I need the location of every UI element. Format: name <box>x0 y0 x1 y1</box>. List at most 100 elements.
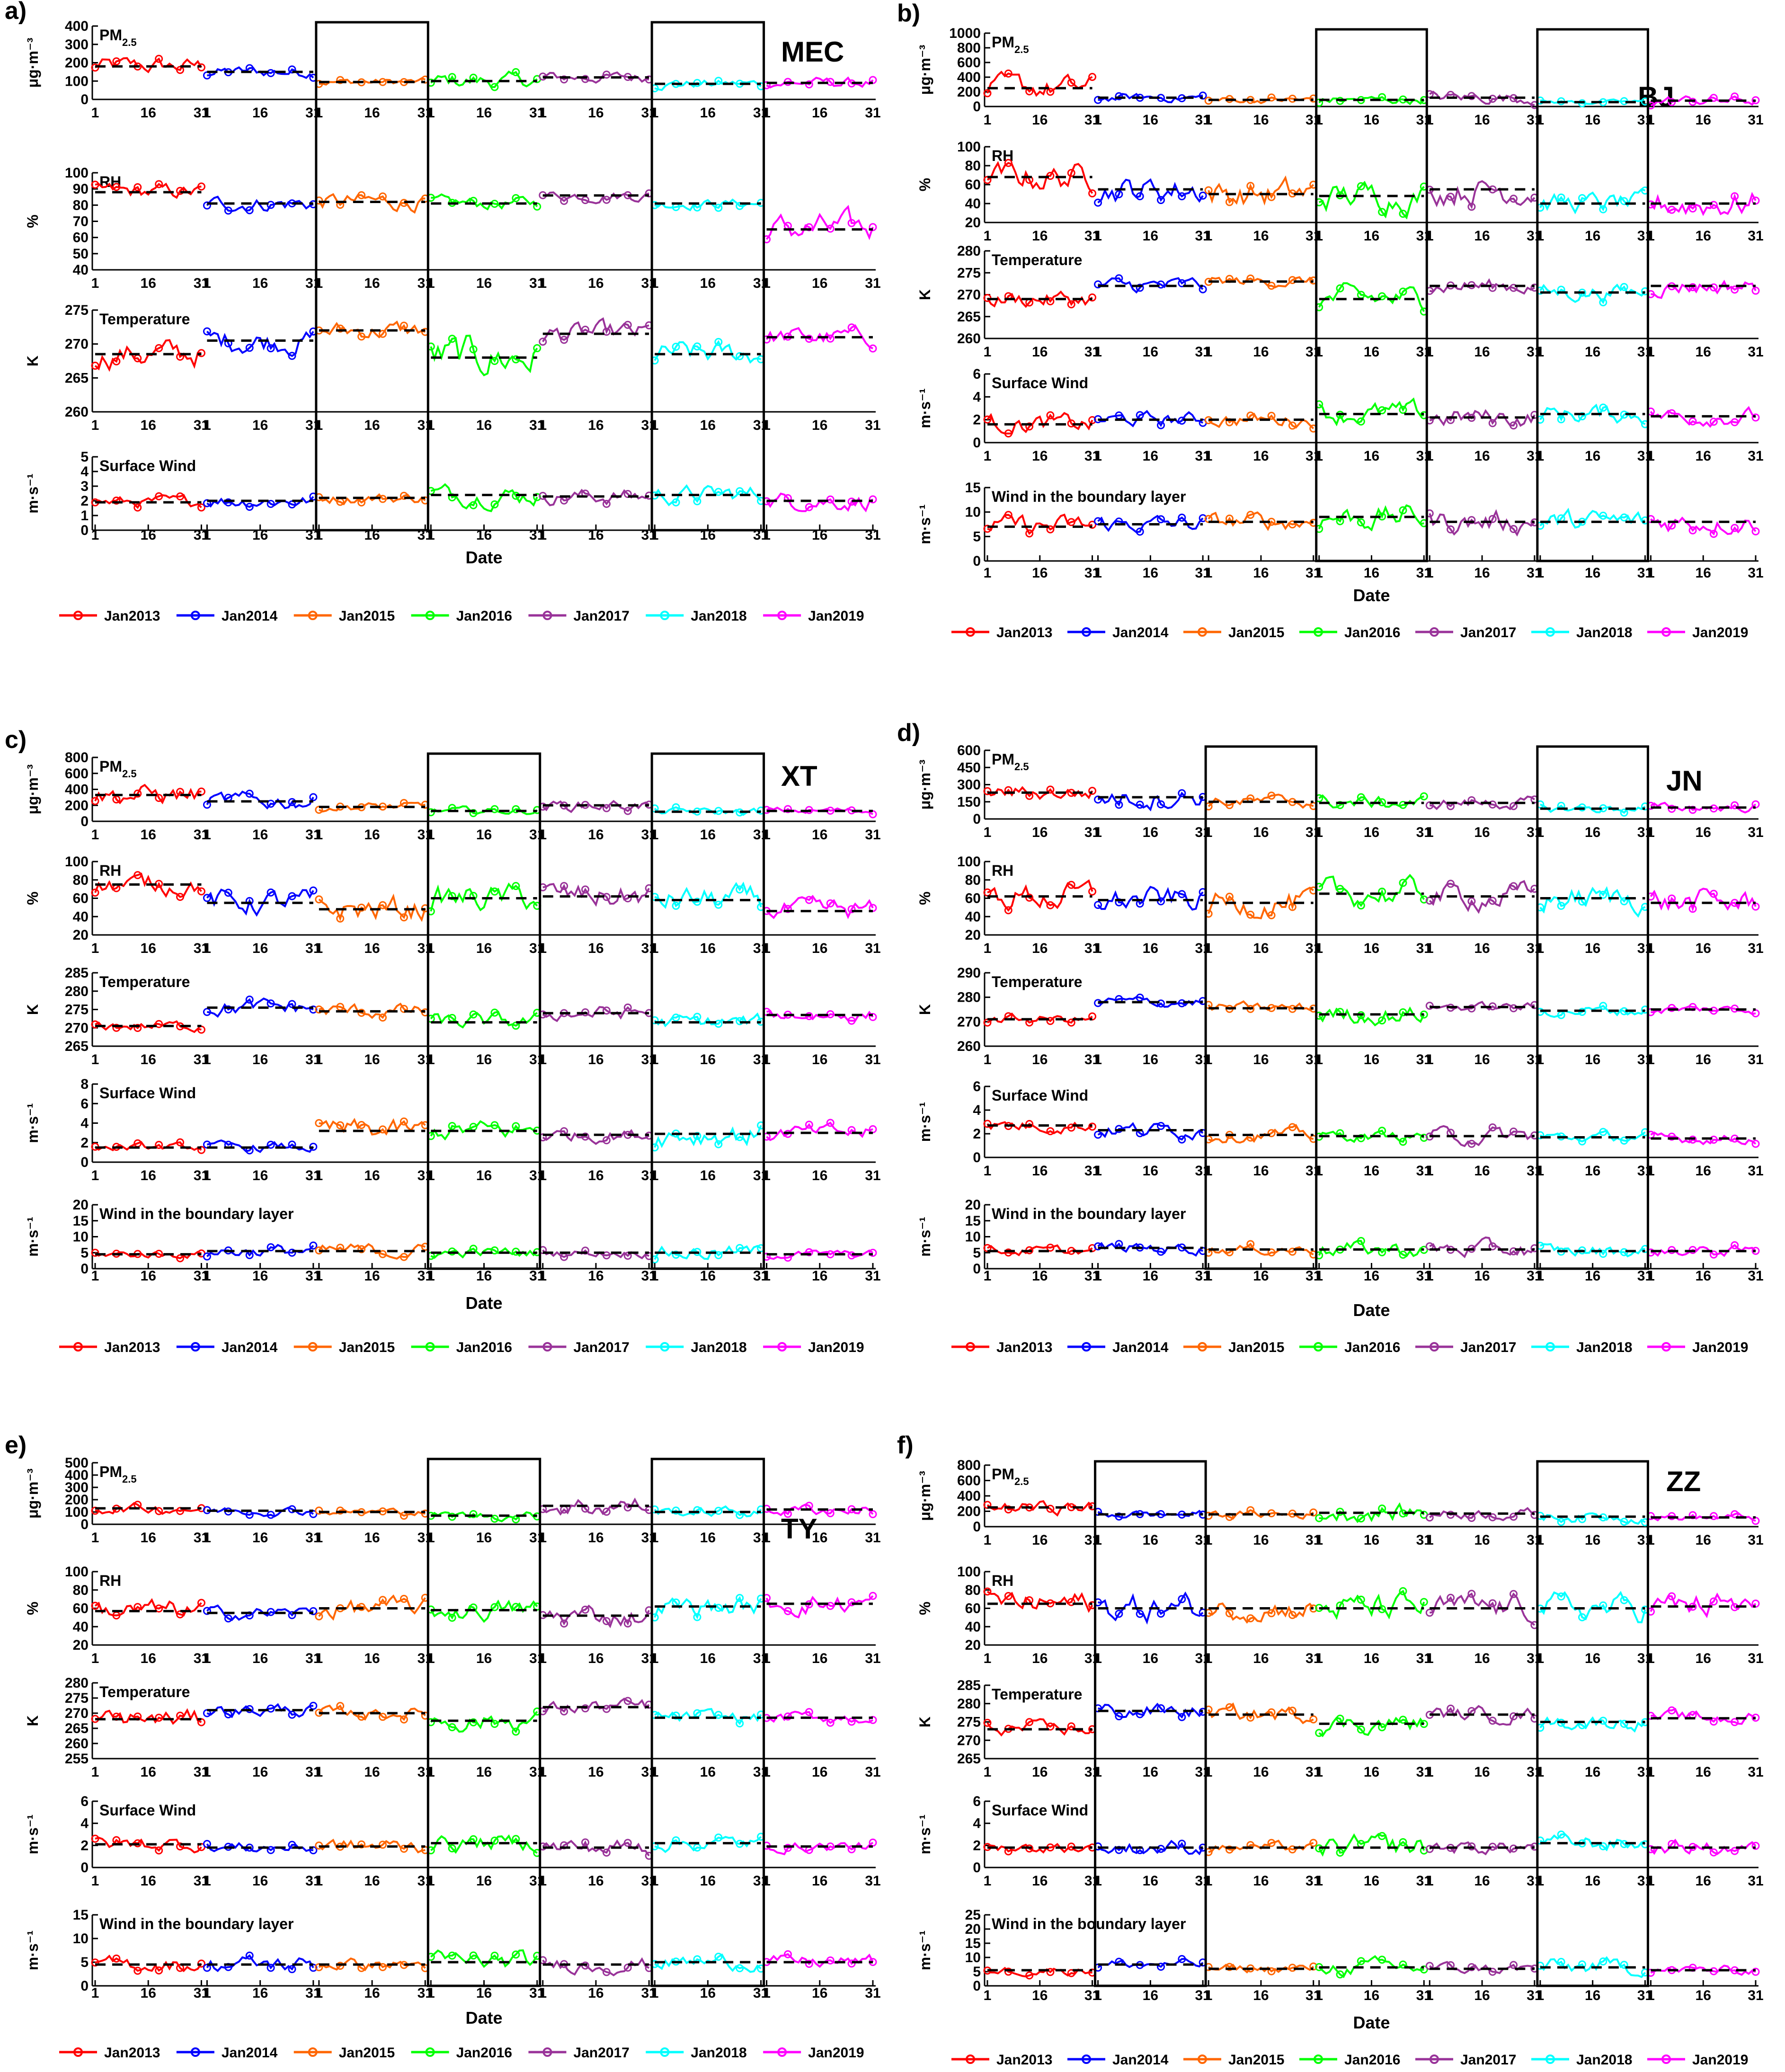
x-tick-label: 16 <box>588 1651 604 1666</box>
series-marker <box>1488 897 1497 905</box>
series-marker <box>1599 205 1607 213</box>
highlight-box-jan2016 <box>1315 28 1428 562</box>
x-tick-label: 16 <box>1032 1651 1048 1666</box>
series-line-jan2017 <box>542 317 649 342</box>
y-tick-label: 80 <box>73 197 89 213</box>
series-marker <box>1357 793 1365 801</box>
x-tick-label: 16 <box>141 1530 156 1546</box>
series-marker <box>224 1614 232 1623</box>
unit-label: % <box>916 891 933 905</box>
x-tick-label: 16 <box>1474 1268 1490 1284</box>
series-line-jan2014 <box>206 791 314 810</box>
series-line-jan2016 <box>430 70 538 88</box>
x-tick-label: 1 <box>1426 941 1434 956</box>
series-marker <box>983 1587 992 1596</box>
x-tick-label: 31 <box>753 1985 769 2001</box>
series-line-jan2019 <box>765 324 873 349</box>
x-tick-label: 16 <box>1253 1532 1269 1548</box>
series-marker <box>714 1140 723 1148</box>
series-marker <box>1225 892 1234 901</box>
series-marker <box>490 1514 499 1523</box>
x-tick-label: 31 <box>417 827 433 843</box>
x-tick-label: 31 <box>1748 1651 1763 1666</box>
x-tick-label: 1 <box>1315 1988 1323 2003</box>
series-marker <box>1620 1720 1628 1728</box>
series-marker <box>560 336 568 344</box>
variable-label-sub: 2.5 <box>1014 1476 1029 1487</box>
series-line-jan2017 <box>542 1129 650 1145</box>
variable-label-main: PM <box>99 1463 122 1480</box>
y-tick-label: 20 <box>965 215 981 231</box>
x-tick-label: 31 <box>1416 1988 1432 2003</box>
variable-label: PM2.5 <box>992 751 1029 773</box>
series-marker <box>197 1599 205 1607</box>
series-marker <box>176 187 185 195</box>
unit-label: % <box>916 1601 933 1615</box>
series-marker <box>1004 1967 1012 1976</box>
series-marker <box>1557 1518 1565 1526</box>
series-marker <box>693 497 702 506</box>
variable-label-sub: 2.5 <box>122 36 137 48</box>
series-marker <box>783 905 792 913</box>
series-marker <box>1510 1590 1518 1598</box>
series-line-jan2016 <box>1318 282 1425 312</box>
x-tick-label: 31 <box>417 941 433 956</box>
series-marker <box>1467 897 1476 906</box>
x-tick-label: 1 <box>91 1764 99 1780</box>
x-tick-label: 16 <box>476 105 492 121</box>
series-marker <box>379 1125 387 1134</box>
y-tick-label: 300 <box>65 1480 89 1495</box>
x-tick-label: 16 <box>141 941 156 956</box>
series-marker <box>1731 418 1739 427</box>
x-tick-label: 16 <box>700 1764 716 1780</box>
x-tick-label: 1 <box>91 105 99 121</box>
x-tick-label: 31 <box>529 1268 545 1284</box>
y-tick-label: 100 <box>65 854 89 870</box>
legend-label: Jan2016 <box>1344 625 1400 640</box>
series-marker <box>1067 1123 1075 1132</box>
series-marker <box>581 1838 589 1847</box>
series-marker <box>155 180 163 188</box>
legend-label: Jan2015 <box>1228 625 1284 640</box>
series-line-jan2014 <box>1098 1591 1204 1625</box>
legend-marker <box>1661 627 1671 637</box>
series-marker <box>826 899 835 907</box>
x-tick-label: 16 <box>1253 1163 1269 1179</box>
series-marker <box>112 57 121 66</box>
legend-marker <box>1430 1342 1439 1352</box>
unit-label: m·s⁻¹ <box>24 1930 41 1970</box>
x-tick-label: 16 <box>141 1873 156 1889</box>
series-marker <box>1731 1847 1739 1855</box>
y-tick-label: 80 <box>965 1583 981 1598</box>
series-line-jan2019 <box>1651 279 1757 299</box>
x-tick-label: 31 <box>753 1530 769 1546</box>
series-marker <box>512 1022 520 1030</box>
x-tick-label: 1 <box>315 1873 323 1889</box>
series-line-jan2018 <box>654 79 762 91</box>
series-marker <box>245 503 254 511</box>
series-marker <box>336 324 345 333</box>
series-marker <box>1620 1961 1628 1969</box>
x-tick-label: 31 <box>1637 1651 1653 1666</box>
y-tick-label: 150 <box>957 794 981 810</box>
series-marker <box>1025 1120 1034 1128</box>
x-tick-label: 16 <box>364 1168 380 1183</box>
series-marker <box>805 1120 813 1129</box>
series-line-jan2015 <box>318 193 426 214</box>
x-tick-label: 31 <box>194 827 209 843</box>
x-tick-label: 16 <box>141 827 156 843</box>
x-tick-label: 31 <box>1416 228 1432 244</box>
series-marker <box>714 1711 723 1719</box>
series-marker <box>714 1953 723 1961</box>
series-marker <box>1709 1250 1718 1259</box>
series-line-jan2013 <box>986 71 1093 97</box>
series-marker <box>714 900 723 909</box>
series-marker <box>1199 191 1207 200</box>
series-marker <box>1288 520 1297 529</box>
x-tick-label: 31 <box>1305 825 1321 840</box>
x-tick-label: 31 <box>1305 1764 1321 1780</box>
series-marker <box>1267 411 1276 420</box>
highlight-box-jan2018 <box>1536 1460 1649 1987</box>
x-tick-label: 31 <box>865 1168 880 1183</box>
series-marker <box>1157 1963 1165 1971</box>
